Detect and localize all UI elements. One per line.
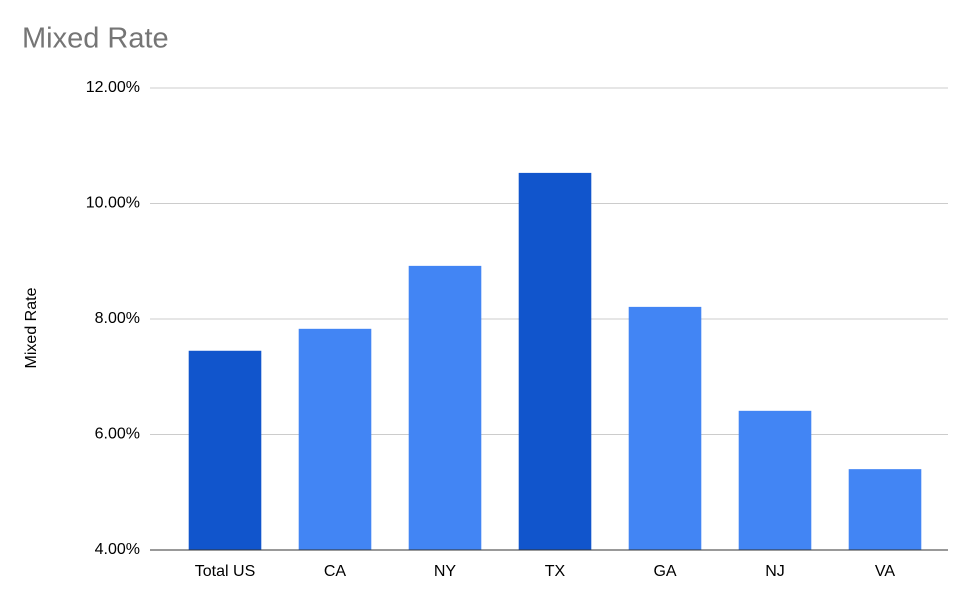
bar (738, 410, 812, 550)
x-tick-label: Total US (195, 563, 255, 580)
bar (408, 265, 482, 550)
x-tick-label: GA (653, 563, 676, 580)
y-tick-label: 8.00% (95, 310, 140, 327)
x-tick-label: VA (875, 563, 895, 580)
x-tick-label: NY (434, 563, 457, 580)
x-tick-label: TX (545, 563, 566, 580)
x-tick-label: CA (324, 563, 347, 580)
x-tick-label: NJ (765, 563, 785, 580)
chart-title: Mixed Rate (22, 23, 169, 55)
bar (518, 172, 592, 550)
y-tick-label: 6.00% (95, 426, 140, 443)
y-tick-label: 10.00% (86, 195, 140, 212)
y-tick-label: 12.00% (86, 79, 140, 96)
bar (188, 350, 262, 550)
y-tick-label: 4.00% (95, 541, 140, 558)
bar (848, 469, 922, 550)
y-axis-label: Mixed Rate (23, 287, 40, 368)
bar (298, 328, 372, 550)
bar (628, 306, 702, 550)
